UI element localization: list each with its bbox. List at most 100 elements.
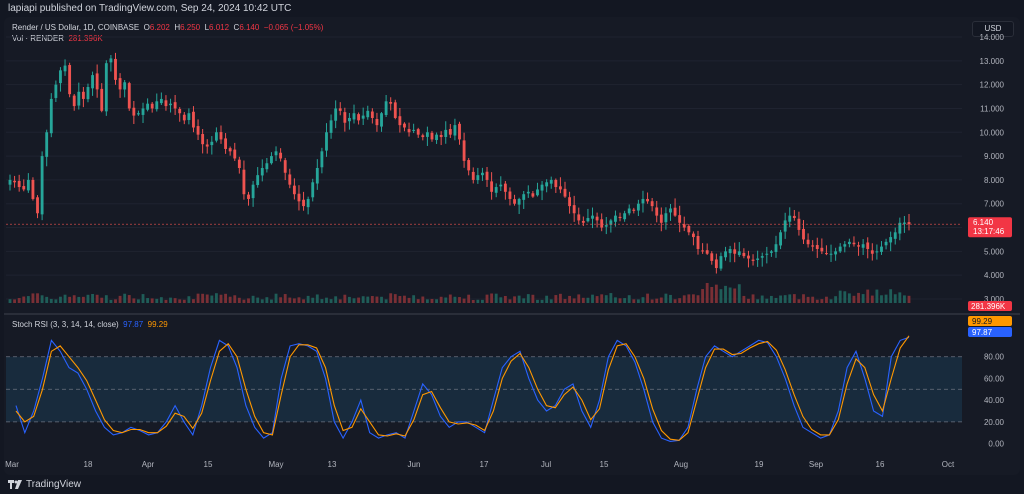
- volume-bar: [233, 295, 237, 303]
- volume-bar: [384, 299, 388, 303]
- volume-bar: [719, 289, 723, 303]
- x-tick-label: Mar: [5, 460, 19, 469]
- candle-body: [297, 193, 301, 202]
- volume-bar: [228, 296, 232, 303]
- candle-body: [774, 244, 778, 252]
- candle-body: [692, 233, 695, 238]
- volume-bar: [370, 296, 374, 303]
- volume-bar: [375, 296, 379, 303]
- volume-bar: [884, 294, 888, 303]
- candle-body: [146, 103, 150, 110]
- candle-body: [513, 199, 516, 204]
- candle-body: [40, 156, 44, 215]
- candle-body: [586, 218, 590, 222]
- price-tick-label: 10.000: [980, 128, 1005, 137]
- candle-body: [857, 245, 860, 247]
- volume-bar: [81, 296, 85, 303]
- volume-bar: [710, 286, 714, 303]
- candle-body: [751, 259, 755, 261]
- candle-body: [825, 253, 828, 255]
- candle-body: [274, 151, 278, 156]
- volume-bar: [173, 298, 177, 303]
- candle-body: [182, 114, 186, 121]
- volume-bar: [421, 296, 425, 303]
- candle-body: [325, 132, 328, 151]
- candle-body: [237, 159, 241, 168]
- rsi-tick-label: 60.00: [984, 374, 1005, 383]
- volume-bar: [325, 297, 328, 303]
- candle-body: [361, 115, 365, 119]
- volume-bar: [834, 296, 838, 303]
- candle-body: [503, 183, 507, 192]
- currency-button[interactable]: USD: [972, 21, 1014, 37]
- volume-bar: [274, 293, 278, 303]
- volume-bar: [109, 299, 113, 303]
- volume-bar: [733, 288, 737, 303]
- top-bar: lapiapi published on TradingView.com, Se…: [0, 0, 1024, 17]
- candle-body: [563, 188, 567, 197]
- candle-body: [829, 253, 833, 255]
- volume-bar: [889, 289, 893, 303]
- volume-bar: [714, 284, 718, 303]
- candle-body: [370, 111, 374, 118]
- volume-bar: [618, 298, 622, 303]
- candle-body: [439, 134, 443, 138]
- volume-bar: [728, 287, 732, 303]
- price-tick-label: 7.000: [984, 200, 1005, 209]
- volume-bar: [701, 289, 705, 303]
- volume-bar: [182, 299, 186, 303]
- chart-panel[interactable]: Render / US Dollar, 1D, COINBASE O6.202 …: [4, 17, 1020, 475]
- volume-bar: [338, 299, 342, 303]
- candle-body: [329, 120, 333, 133]
- volume-bar: [22, 296, 26, 303]
- candle-body: [45, 132, 49, 157]
- rsi-k-badge: 97.87: [972, 328, 993, 337]
- volume-bar: [774, 297, 778, 303]
- volume-bar: [361, 296, 365, 303]
- candle-body: [247, 194, 250, 199]
- volume-bar: [705, 283, 709, 303]
- candle-body: [618, 216, 622, 219]
- candle-body: [118, 78, 122, 90]
- candle-body: [68, 65, 72, 95]
- volume-bar: [91, 293, 94, 303]
- candle-body: [224, 138, 227, 149]
- candle-body: [150, 103, 154, 109]
- candle-body: [233, 149, 237, 159]
- candle-body: [545, 182, 549, 187]
- candle-body: [682, 224, 686, 228]
- candle-body: [623, 213, 627, 220]
- volume-bar: [59, 296, 62, 303]
- volume-bar: [783, 295, 787, 303]
- candles-group: [8, 52, 911, 274]
- volume-bar: [467, 294, 471, 303]
- candle-body: [292, 185, 296, 195]
- candle-body: [288, 174, 292, 185]
- candle-body: [13, 180, 17, 183]
- rsi-d-badge-bg: [968, 316, 1012, 326]
- volume-bar: [531, 294, 535, 303]
- volume-bar: [439, 296, 443, 303]
- candle-body: [490, 181, 494, 192]
- candle-body: [467, 160, 471, 171]
- volume-bar: [17, 298, 21, 303]
- rsi-line-d: [15, 335, 910, 441]
- volume-bar: [494, 293, 498, 303]
- volume-bar: [820, 299, 824, 303]
- candle-body: [375, 118, 379, 126]
- candle-body: [173, 102, 177, 109]
- volume-bar: [123, 293, 127, 303]
- candle-body: [806, 239, 810, 245]
- candle-body: [178, 108, 182, 114]
- volume-bar: [655, 298, 659, 303]
- candle-body: [380, 113, 383, 127]
- volume-bar: [334, 296, 338, 303]
- volume-bar: [132, 298, 136, 303]
- candle-body: [687, 226, 691, 233]
- candle-body: [536, 189, 539, 196]
- volume-bar: [366, 296, 370, 303]
- rsi-tick-label: 40.00: [984, 396, 1005, 405]
- candle-body: [870, 250, 874, 254]
- volume-bar: [260, 299, 264, 303]
- candle-body: [26, 179, 30, 191]
